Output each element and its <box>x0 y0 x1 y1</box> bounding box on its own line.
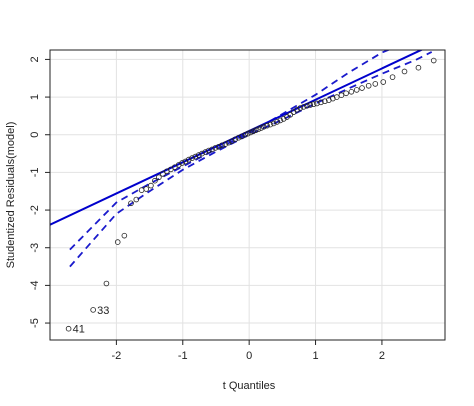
data-point <box>205 147 212 154</box>
data-point <box>307 102 314 108</box>
data-point <box>270 120 277 127</box>
data-points: 41 33 <box>65 57 437 336</box>
data-point <box>219 142 225 149</box>
data-point <box>65 325 72 332</box>
data-point <box>365 82 372 89</box>
data-point <box>304 102 310 109</box>
data-point <box>189 155 195 161</box>
data-point <box>255 126 262 132</box>
data-point <box>212 145 219 151</box>
x-tick-label: 1 <box>312 350 318 362</box>
data-point <box>353 87 360 93</box>
data-point <box>318 99 324 106</box>
data-point <box>401 68 408 75</box>
data-point <box>215 143 222 150</box>
data-point <box>310 101 317 108</box>
data-point <box>297 105 304 111</box>
data-point <box>242 131 248 138</box>
data-point <box>322 98 328 105</box>
x-tick-label: 2 <box>379 350 385 362</box>
data-point <box>232 136 239 143</box>
data-point <box>250 128 256 135</box>
y-tick-label: -5 <box>29 318 41 328</box>
grid-lines <box>50 50 445 340</box>
data-point <box>192 153 199 160</box>
data-point <box>128 200 134 207</box>
data-point <box>372 81 379 87</box>
point-label: 41 <box>73 324 85 336</box>
data-point <box>415 64 422 71</box>
y-tick-label: 1 <box>29 94 41 100</box>
data-point <box>209 146 215 153</box>
data-point <box>103 280 110 287</box>
y-tick-label: -2 <box>29 205 41 215</box>
data-point <box>264 122 270 129</box>
data-point <box>185 156 192 163</box>
envelope-upper <box>69 50 391 251</box>
data-point <box>90 307 96 313</box>
data-point <box>239 133 245 140</box>
data-point <box>160 171 166 177</box>
x-axis-ticks: -2 -1 0 1 2 <box>111 340 385 362</box>
plot-frame <box>49 49 446 341</box>
data-point <box>222 141 229 147</box>
data-point <box>314 100 320 107</box>
data-point <box>359 85 365 91</box>
data-point <box>430 57 437 64</box>
data-point <box>245 130 251 137</box>
x-tick-label: -1 <box>178 350 188 362</box>
data-point <box>235 134 242 141</box>
data-point <box>143 186 150 192</box>
y-tick-label: -3 <box>29 243 41 253</box>
x-tick-label: 0 <box>246 350 252 362</box>
data-point <box>333 94 340 100</box>
y-axis-ticks: -5 -4 -3 -2 -1 0 1 2 <box>29 56 50 328</box>
data-point <box>156 174 162 181</box>
data-point <box>148 182 154 189</box>
data-point <box>267 121 274 128</box>
point-label: 33 <box>97 305 109 317</box>
data-point <box>133 196 140 203</box>
x-tick-label: -2 <box>111 350 121 362</box>
y-tick-label: -4 <box>29 280 41 290</box>
data-point <box>199 150 205 157</box>
confidence-envelope <box>69 50 433 268</box>
data-point <box>195 152 202 158</box>
data-point <box>225 139 232 146</box>
data-point <box>252 127 259 134</box>
data-point <box>114 239 121 245</box>
data-point <box>274 119 280 125</box>
y-tick-label: 0 <box>29 132 41 138</box>
data-point <box>121 232 128 239</box>
data-point <box>247 129 254 136</box>
data-point <box>202 149 209 155</box>
data-point <box>277 117 284 124</box>
x-axis-label: t Quantiles <box>223 380 276 392</box>
y-tick-label: -1 <box>29 168 41 178</box>
y-tick-label: 2 <box>29 56 41 62</box>
data-point <box>300 104 307 110</box>
y-axis-label: Studentized Residuals(model) <box>5 122 17 269</box>
data-point <box>343 90 349 97</box>
data-point <box>260 124 267 130</box>
data-point <box>348 89 355 95</box>
data-point <box>152 177 158 184</box>
data-point <box>179 160 185 166</box>
reference-line <box>50 50 424 226</box>
data-point <box>380 79 387 85</box>
data-point <box>258 125 264 131</box>
data-point <box>338 92 345 98</box>
data-point <box>389 74 396 80</box>
